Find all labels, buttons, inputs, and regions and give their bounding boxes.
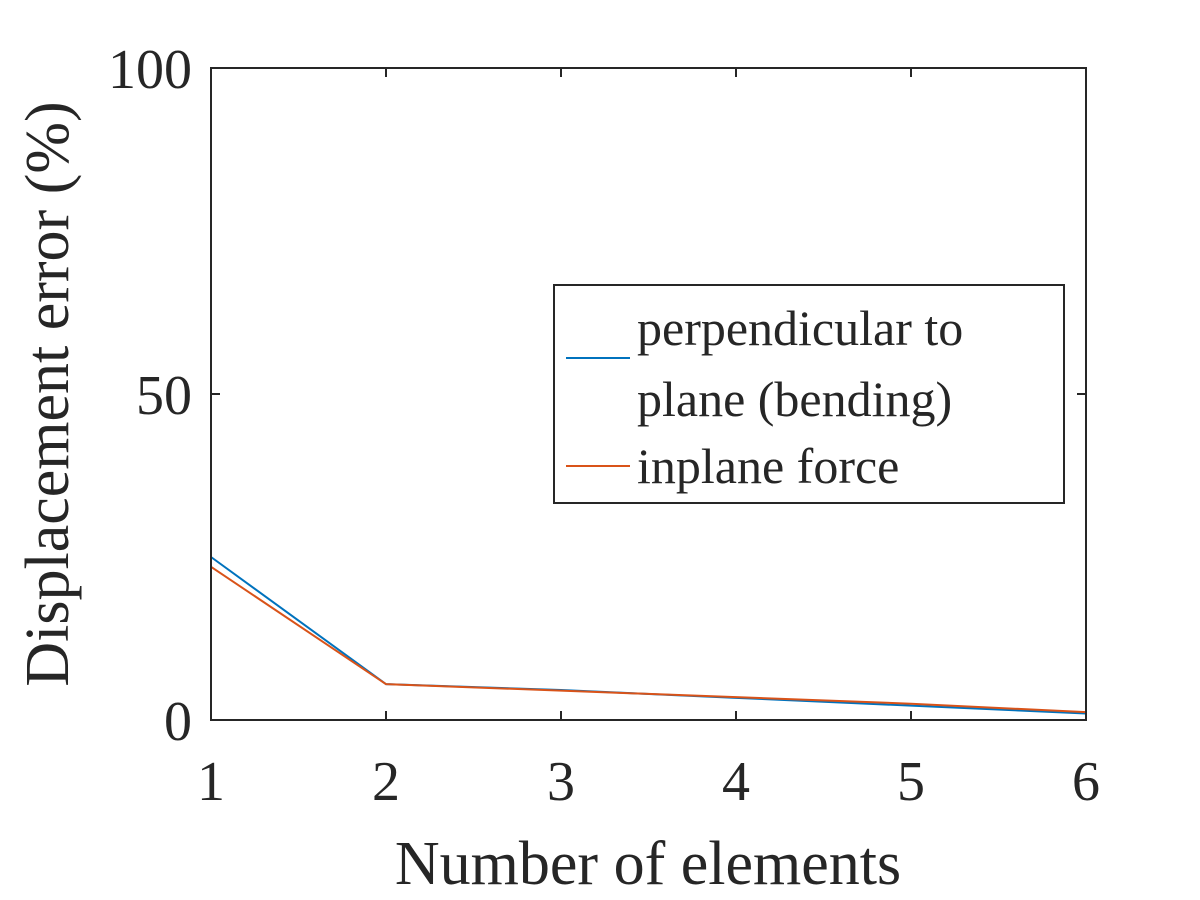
legend-label-bending-line-2: plane (bending) [637, 371, 952, 427]
y-axis-title: Displacement error (%) [14, 101, 82, 686]
legend: perpendicular to plane (bending) inplane… [553, 284, 1065, 504]
series-line-inplane [210, 565, 1087, 714]
x-tick-label: 2 [372, 751, 400, 813]
y-tick-label: 0 [164, 691, 192, 753]
legend-label-inplane: inplane force [637, 438, 899, 494]
x-tick-label: 6 [1072, 751, 1100, 813]
x-tick-label: 3 [547, 751, 575, 813]
legend-box [553, 284, 1065, 504]
series-line-bending [210, 556, 1087, 715]
x-axis-title: Number of elements [395, 830, 901, 898]
y-tick-label: 50 [136, 365, 192, 427]
series-layer [210, 556, 1087, 715]
x-tick-label: 5 [897, 751, 925, 813]
ticks-layer: 1 2 3 4 5 6 0 50 100 [108, 39, 1100, 813]
legend-label-bending-line-1: perpendicular to [637, 300, 963, 356]
y-tick-label: 100 [108, 39, 192, 101]
x-tick-label: 1 [197, 751, 225, 813]
x-tick-label: 4 [722, 751, 750, 813]
